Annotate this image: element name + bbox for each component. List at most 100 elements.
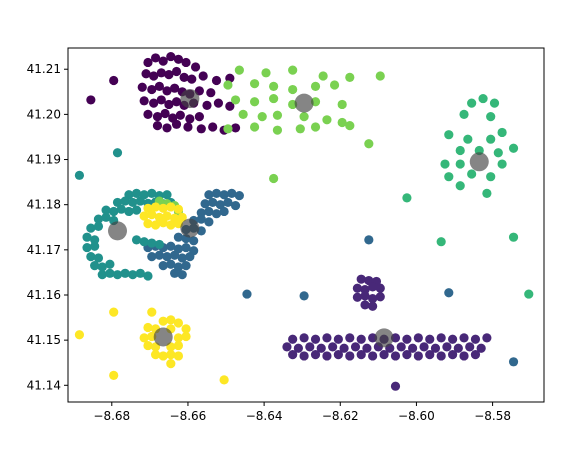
data-point-cluster-6 (158, 316, 168, 326)
data-point-cluster-3 (97, 270, 107, 280)
data-point-cluster-0 (147, 84, 157, 95)
data-point-cluster-0 (160, 108, 170, 119)
x-tick-label: −8.58 (474, 409, 511, 423)
data-point-cluster-1 (356, 349, 366, 360)
data-point-cluster-1 (436, 351, 446, 361)
data-point-cluster-4 (463, 134, 473, 144)
data-point-cluster-1 (408, 343, 418, 353)
data-point-cluster-1 (293, 343, 303, 353)
data-point-cluster-3 (131, 205, 142, 215)
data-point-cluster-3 (112, 148, 123, 158)
data-point-cluster-5 (375, 71, 385, 81)
data-point-cluster-1 (470, 349, 481, 360)
data-point-cluster-2 (162, 252, 172, 262)
data-point-cluster-6 (109, 307, 119, 317)
data-point-cluster-0 (141, 69, 151, 79)
data-point-cluster-4 (508, 143, 519, 153)
centroid-marker (108, 221, 127, 241)
data-point-cluster-3 (131, 235, 142, 245)
data-point-cluster-1 (375, 292, 385, 302)
data-point-cluster-6 (143, 219, 153, 229)
y-axis: 41.14 41.15 41.16 41.17 41.18 41.19 41.20 41.21 (27, 62, 68, 392)
x-tick-label: −8.60 (398, 409, 435, 423)
data-point-cluster-0 (152, 112, 163, 122)
centroid-marker (180, 218, 200, 238)
data-point-cluster-0 (156, 95, 166, 105)
data-point-cluster-0 (164, 99, 174, 110)
data-point-cluster-5 (337, 117, 347, 128)
data-point-cluster-1 (470, 334, 481, 344)
data-point-cluster-6 (166, 220, 176, 230)
data-point-cluster-3 (109, 206, 119, 217)
data-point-cluster-1 (402, 349, 412, 360)
data-point-cluster-3 (135, 268, 145, 278)
data-point-cluster-5 (249, 97, 260, 107)
data-point-cluster-3 (82, 232, 92, 242)
data-point-cluster-0 (183, 122, 193, 132)
data-point-cluster-4 (436, 237, 446, 247)
data-point-cluster-1 (368, 282, 378, 292)
data-point-cluster-2 (196, 214, 206, 224)
data-point-cluster-0 (86, 95, 96, 105)
centroid-markers (108, 89, 489, 348)
data-point-cluster-5 (269, 81, 279, 91)
data-point-cluster-6 (158, 351, 168, 361)
data-point-cluster-6 (166, 202, 176, 212)
data-point-cluster-6 (166, 349, 176, 360)
data-point-cluster-6 (219, 375, 229, 385)
data-point-cluster-6 (143, 340, 153, 351)
data-point-cluster-2 (200, 199, 210, 209)
data-point-cluster-0 (139, 96, 149, 106)
data-point-cluster-0 (152, 121, 163, 131)
data-point-cluster-1 (396, 342, 406, 352)
data-point-cluster-1 (368, 301, 378, 311)
data-point-cluster-5 (288, 65, 298, 75)
data-point-cluster-2 (211, 209, 222, 219)
data-point-cluster-2 (166, 259, 176, 269)
x-tick-label: −8.66 (170, 409, 207, 423)
data-point-cluster-2 (158, 261, 168, 271)
data-point-cluster-1 (448, 349, 458, 360)
data-point-cluster-3 (139, 237, 149, 247)
data-point-cluster-2 (185, 252, 195, 262)
data-point-cluster-5 (310, 122, 321, 132)
y-tick-label: 41.16 (27, 288, 61, 302)
data-point-cluster-3 (74, 170, 85, 180)
data-point-cluster-1 (356, 274, 366, 284)
data-point-cluster-3 (90, 235, 100, 245)
data-point-cluster-2 (166, 241, 176, 251)
data-point-cluster-3 (128, 270, 138, 280)
data-point-cluster-1 (368, 294, 378, 304)
data-point-cluster-1 (379, 349, 389, 360)
data-point-cluster-0 (162, 123, 172, 133)
data-point-cluster-0 (173, 54, 184, 64)
data-point-cluster-1 (360, 291, 370, 301)
data-point-cluster-1 (339, 343, 349, 353)
data-point-cluster-3 (116, 204, 126, 214)
data-point-cluster-1 (356, 334, 366, 344)
data-point-cluster-3 (147, 188, 157, 198)
data-point-cluster-6 (74, 330, 85, 340)
data-point-cluster-0 (190, 62, 201, 72)
data-point-cluster-0 (166, 51, 176, 62)
data-point-cluster-1 (288, 349, 298, 360)
data-point-cluster-0 (171, 97, 182, 107)
data-point-cluster-5 (223, 80, 233, 90)
data-point-cluster-0 (187, 74, 197, 84)
data-point-cluster-0 (162, 86, 172, 96)
data-point-cluster-0 (206, 88, 216, 98)
data-point-cluster-6 (173, 351, 184, 361)
centroid-marker (294, 93, 314, 113)
data-point-cluster-5 (345, 121, 355, 131)
data-point-cluster-0 (150, 53, 161, 63)
data-points (74, 51, 534, 391)
data-point-cluster-0 (225, 101, 235, 111)
data-point-cluster-2 (147, 252, 157, 262)
data-point-cluster-4 (486, 172, 496, 182)
data-point-cluster-4 (497, 159, 507, 169)
data-point-cluster-3 (162, 190, 172, 200)
data-point-cluster-4 (402, 193, 412, 203)
data-point-cluster-3 (90, 241, 100, 251)
data-point-cluster-2 (364, 235, 374, 245)
